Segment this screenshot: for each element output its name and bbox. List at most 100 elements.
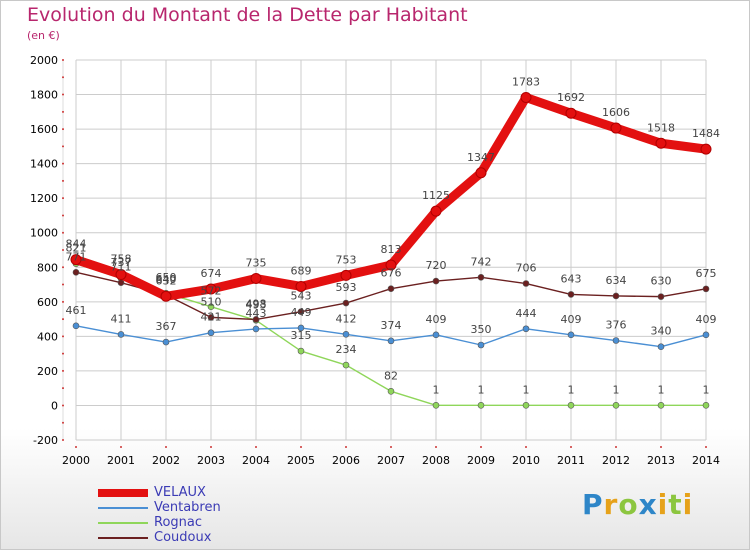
data-point-velaux (160, 290, 172, 302)
data-label-coudoux: 543 (291, 290, 312, 303)
y-axis-tick-dot (62, 439, 64, 441)
data-label-rognac: 821 (66, 242, 87, 255)
data-point-ventabren (477, 341, 485, 349)
data-point-rognac (477, 401, 485, 409)
data-point-velaux (565, 107, 577, 119)
x-axis-tick-dot (165, 446, 167, 448)
data-point-velaux (295, 280, 307, 292)
x-axis-tick-dot (525, 446, 527, 448)
data-point-velaux (475, 167, 487, 179)
data-point-coudoux (342, 299, 350, 307)
data-label-rognac: 1 (433, 383, 440, 396)
data-point-coudoux (117, 279, 125, 286)
x-tick-label: 2007 (377, 454, 405, 467)
x-tick-label: 2008 (422, 454, 450, 467)
data-point-rognac (297, 347, 305, 355)
data-point-coudoux (567, 291, 575, 298)
data-label-coudoux: 498 (246, 297, 267, 310)
data-label-velaux: 1347 (467, 151, 495, 164)
y-axis-tick-dot (62, 76, 64, 79)
data-label-velaux: 1783 (512, 75, 540, 88)
data-label-velaux: 735 (246, 257, 267, 270)
data-label-velaux: 632 (156, 274, 177, 287)
data-point-velaux (430, 205, 442, 217)
data-point-ventabren (117, 331, 125, 338)
legend-swatch-rognac (98, 521, 148, 524)
data-label-ventabren: 443 (246, 307, 267, 320)
data-point-coudoux (252, 316, 260, 323)
data-point-coudoux (297, 308, 305, 315)
data-label-velaux: 813 (381, 243, 402, 256)
data-label-rognac: 234 (336, 343, 357, 356)
x-tick-label: 2006 (332, 454, 360, 467)
y-axis-tick-dot (62, 283, 64, 286)
data-label-ventabren: 409 (696, 313, 717, 326)
x-tick-label: 2011 (557, 454, 585, 467)
y-tick-label: 1600 (30, 123, 58, 136)
x-axis-tick-dot (255, 446, 257, 448)
proxiti-logo: Proxiti (582, 488, 693, 521)
data-point-ventabren (252, 325, 260, 333)
y-tick-label: 1000 (30, 227, 58, 240)
y-axis-tick-dot (62, 231, 64, 234)
y-axis-tick-dot (62, 214, 64, 217)
data-point-velaux (520, 91, 532, 103)
data-label-coudoux: 634 (606, 274, 627, 287)
data-label-ventabren: 374 (381, 319, 402, 332)
y-axis-tick-dot (62, 352, 64, 355)
data-point-rognac (522, 401, 530, 409)
data-point-ventabren (612, 337, 620, 344)
data-label-coudoux: 771 (66, 250, 87, 263)
x-axis-tick-dot (210, 446, 212, 448)
legend-label: Ventabren (154, 500, 221, 515)
data-label-rognac: 650 (156, 271, 177, 284)
data-point-rognac (702, 401, 710, 409)
data-label-ventabren: 449 (291, 306, 312, 319)
y-axis-tick-dot (62, 59, 64, 61)
data-point-rognac (387, 387, 395, 395)
data-point-velaux (115, 269, 127, 281)
data-label-ventabren: 444 (516, 307, 537, 320)
data-point-ventabren (567, 331, 575, 339)
grid (75, 59, 707, 441)
data-point-ventabren (702, 331, 710, 339)
data-label-velaux: 689 (291, 264, 312, 277)
x-tick-label: 2003 (197, 454, 225, 467)
data-label-coudoux: 711 (111, 261, 132, 274)
data-label-ventabren: 409 (561, 313, 582, 326)
data-label-rognac: 315 (291, 329, 312, 342)
y-axis-tick-dot (62, 266, 64, 269)
x-tick-label: 2000 (62, 454, 90, 467)
data-label-coudoux: 676 (381, 267, 402, 280)
y-axis-tick-dot (62, 369, 64, 372)
data-label-coudoux: 720 (426, 259, 447, 272)
data-label-velaux: 844 (66, 238, 87, 251)
data-point-coudoux (702, 285, 710, 293)
x-axis-tick-dot (705, 446, 707, 448)
unit-label: (en €) (27, 29, 60, 42)
y-tick-label: 600 (37, 296, 58, 309)
data-label-ventabren: 409 (426, 313, 447, 326)
legend-swatch-ventabren (98, 506, 148, 509)
y-tick-label: 1200 (30, 192, 58, 205)
data-point-coudoux (522, 280, 530, 287)
y-axis-tick-dot (62, 110, 64, 113)
y-axis-tick-dot (62, 335, 64, 338)
data-label-rognac: 1 (613, 383, 620, 396)
data-label-rognac: 572 (201, 285, 222, 298)
x-axis-tick-dot (390, 446, 392, 448)
data-point-velaux (655, 137, 667, 149)
data-label-rognac: 1 (523, 383, 530, 396)
y-tick-label: 200 (37, 365, 58, 378)
data-point-rognac (612, 401, 620, 409)
y-tick-label: 800 (37, 261, 58, 274)
data-label-ventabren: 340 (651, 325, 672, 338)
data-point-velaux (700, 143, 712, 155)
data-label-coudoux: 510 (201, 295, 222, 308)
x-tick-label: 2009 (467, 454, 495, 467)
y-tick-label: 0 (51, 399, 58, 412)
y-tick-label: 1800 (30, 89, 58, 102)
data-point-ventabren (387, 337, 395, 345)
logo-letter: i (657, 488, 669, 521)
x-axis-tick-dot (120, 446, 122, 448)
